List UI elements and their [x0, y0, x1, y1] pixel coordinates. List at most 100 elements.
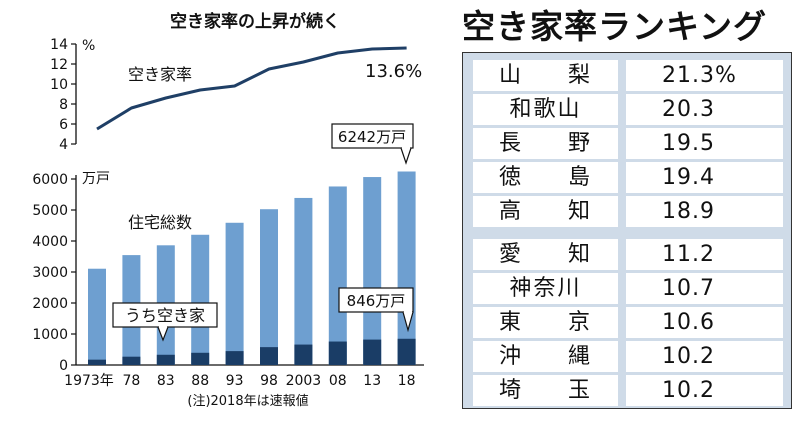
bar-y-tick-label: 1000: [32, 327, 68, 343]
prefecture-name-char: 山: [499, 63, 524, 88]
prefecture-name-char: 徳: [499, 165, 524, 190]
bar-x-tick-label: 98: [260, 373, 278, 389]
vacancy-rate-value: 19.4: [626, 162, 783, 193]
callout-total-last-label: 6242万戸: [338, 128, 406, 146]
bar-y-unit: 万戸: [82, 171, 110, 187]
vacancy-rate-value: 10.6: [626, 307, 783, 338]
prefecture-name-char: 梨: [567, 63, 592, 88]
ranking-row: 山梨 21.3%: [463, 60, 791, 91]
housing-bar-chart: 0 1000 2000 3000 4000 5000 6000 1973年 78 83 88 93 98…: [32, 123, 424, 409]
ranking-row: 神奈川 10.7: [463, 273, 791, 304]
prefecture-name-char: 東: [499, 310, 524, 335]
bar-x-tick-label: 83: [157, 373, 175, 389]
vacancy-rate-value: 20.3: [626, 94, 783, 125]
prefecture-name-char: 縄: [567, 344, 592, 369]
line-chart-title: 空き家率の上昇が続く: [170, 11, 340, 32]
callout-vacant-homes: うち空き家: [112, 302, 218, 342]
bar-x-tick-label: 2003: [286, 373, 322, 389]
ranking-table: 山梨 21.3% 和歌山 20.3 長野 19.5 徳島 19.4 高知 18.9 愛知 11.2 神…: [462, 52, 792, 409]
line-y-tick-label: 6: [59, 117, 68, 133]
bar-vacant-homes: [328, 341, 347, 365]
bar-x-tick-label: 78: [122, 373, 140, 389]
ranking-row: 愛知 11.2: [463, 239, 791, 270]
bar-y-tick-label: 6000: [32, 172, 68, 188]
line-y-tick-label: 14: [50, 37, 68, 53]
line-y-unit: %: [82, 38, 95, 54]
bar-vacant-homes: [294, 344, 313, 365]
prefecture-name: 山梨: [473, 60, 618, 91]
ranking-row: 埼玉 10.2: [463, 375, 791, 406]
bar-vacant-homes: [397, 338, 416, 365]
vacancy-rate-value: 18.9: [626, 196, 783, 227]
prefecture-name: 沖縄: [473, 341, 618, 372]
vacancy-rate-line-chart: 空き家率の上昇が続く 4 6 8 10 12 14 空き家率 13.6% %: [50, 11, 422, 153]
prefecture-name: 徳島: [473, 162, 618, 193]
bar-x-tick-label: 08: [329, 373, 347, 389]
bar-chart-axis: 0 1000 2000 3000 4000 5000 6000 1973年 78 83 88 93 98…: [32, 172, 424, 389]
bar-total-housing: [191, 234, 210, 365]
prefecture-name-char: 知: [567, 242, 592, 267]
prefecture-name-char: 玉: [567, 378, 592, 403]
bar-vacant-homes: [122, 356, 141, 365]
prefecture-name: 和歌山: [473, 94, 618, 125]
bar-x-tick-label: 18: [398, 373, 416, 389]
chart-footnote: (注)2018年は速報値: [187, 393, 308, 409]
bar-x-tick-label: 88: [191, 373, 209, 389]
ranking-row: 沖縄 10.2: [463, 341, 791, 372]
bar-total-housing: [88, 268, 106, 365]
prefecture-name: 高知: [473, 196, 618, 227]
prefecture-name-char: 長: [499, 131, 524, 156]
prefecture-name: 愛知: [473, 239, 618, 270]
chart-svg: 空き家率の上昇が続く 4 6 8 10 12 14 空き家率 13.6% % 0 1000 2…: [32, 11, 424, 409]
line-end-label: 13.6%: [365, 61, 422, 82]
line-y-tick-label: 12: [50, 57, 68, 73]
prefecture-name: 東京: [473, 307, 618, 338]
bar-y-tick-label: 3000: [32, 265, 68, 281]
callout-vacant-last: 846万戸: [338, 287, 414, 333]
bar-y-tick-label: 5000: [32, 203, 68, 219]
prefecture-name: 長野: [473, 128, 618, 159]
ranking-title: 空き家率ランキング: [462, 7, 768, 46]
line-y-tick-label: 10: [50, 77, 68, 93]
ranking-row: 和歌山 20.3: [463, 94, 791, 125]
bar-total-housing: [294, 197, 313, 365]
bar-vacant-homes: [191, 352, 210, 365]
prefecture-name-char: 高: [499, 199, 524, 224]
ranking-panel: 空き家率ランキング 山梨 21.3% 和歌山 20.3 長野 19.5 徳島 19.4 高知 18…: [462, 0, 792, 421]
vacancy-rate-value: 10.7: [626, 273, 783, 304]
ranking-row: 東京 10.6: [463, 307, 791, 338]
bar-total-housing: [225, 222, 244, 365]
line-chart-marks: [96, 46, 407, 131]
vacancy-rate-value: 11.2: [626, 239, 783, 270]
prefecture-name-char: 愛: [499, 242, 524, 267]
line-y-tick-label: 4: [59, 137, 68, 153]
callout-vacant-last-label: 846万戸: [347, 292, 406, 310]
prefecture-name-char: 京: [567, 310, 592, 335]
bar-vacant-homes: [225, 351, 244, 365]
vacancy-rate-value: 10.2: [626, 341, 783, 372]
ranking-row: 高知 18.9: [463, 196, 791, 227]
line-y-tick-label: 8: [59, 97, 68, 113]
prefecture-name: 埼玉: [473, 375, 618, 406]
vacancy-rate-line: [96, 46, 407, 131]
bar-chart-marks: [88, 171, 416, 365]
prefecture-name-char: 沖: [499, 344, 524, 369]
bar-total-housing: [260, 209, 278, 365]
line-chart-axis: 4 6 8 10 12 14: [50, 37, 77, 153]
bar-y-tick-label: 2000: [32, 296, 68, 312]
vacancy-rate-value: 21.3%: [626, 60, 783, 91]
vacancy-rate-value: 19.5: [626, 128, 783, 159]
prefecture-name: 神奈川: [473, 273, 618, 304]
legend-total-housing: 住宅総数: [128, 213, 192, 232]
callout-total-last: 6242万戸: [331, 123, 414, 165]
bar-vacant-homes: [156, 354, 175, 365]
vacancy-rate-value: 10.2: [626, 375, 783, 406]
bar-x-tick-label: 1973年: [64, 373, 114, 389]
bar-x-tick-label: 93: [226, 373, 244, 389]
ranking-row: 長野 19.5: [463, 128, 791, 159]
bar-y-tick-label: 4000: [32, 234, 68, 250]
prefecture-name-char: 野: [567, 131, 592, 156]
chart-panel: 空き家率の上昇が続く 4 6 8 10 12 14 空き家率 13.6% % 0 1000 2…: [32, 11, 424, 409]
bar-vacant-homes: [88, 359, 106, 365]
bar-total-housing: [397, 171, 416, 365]
